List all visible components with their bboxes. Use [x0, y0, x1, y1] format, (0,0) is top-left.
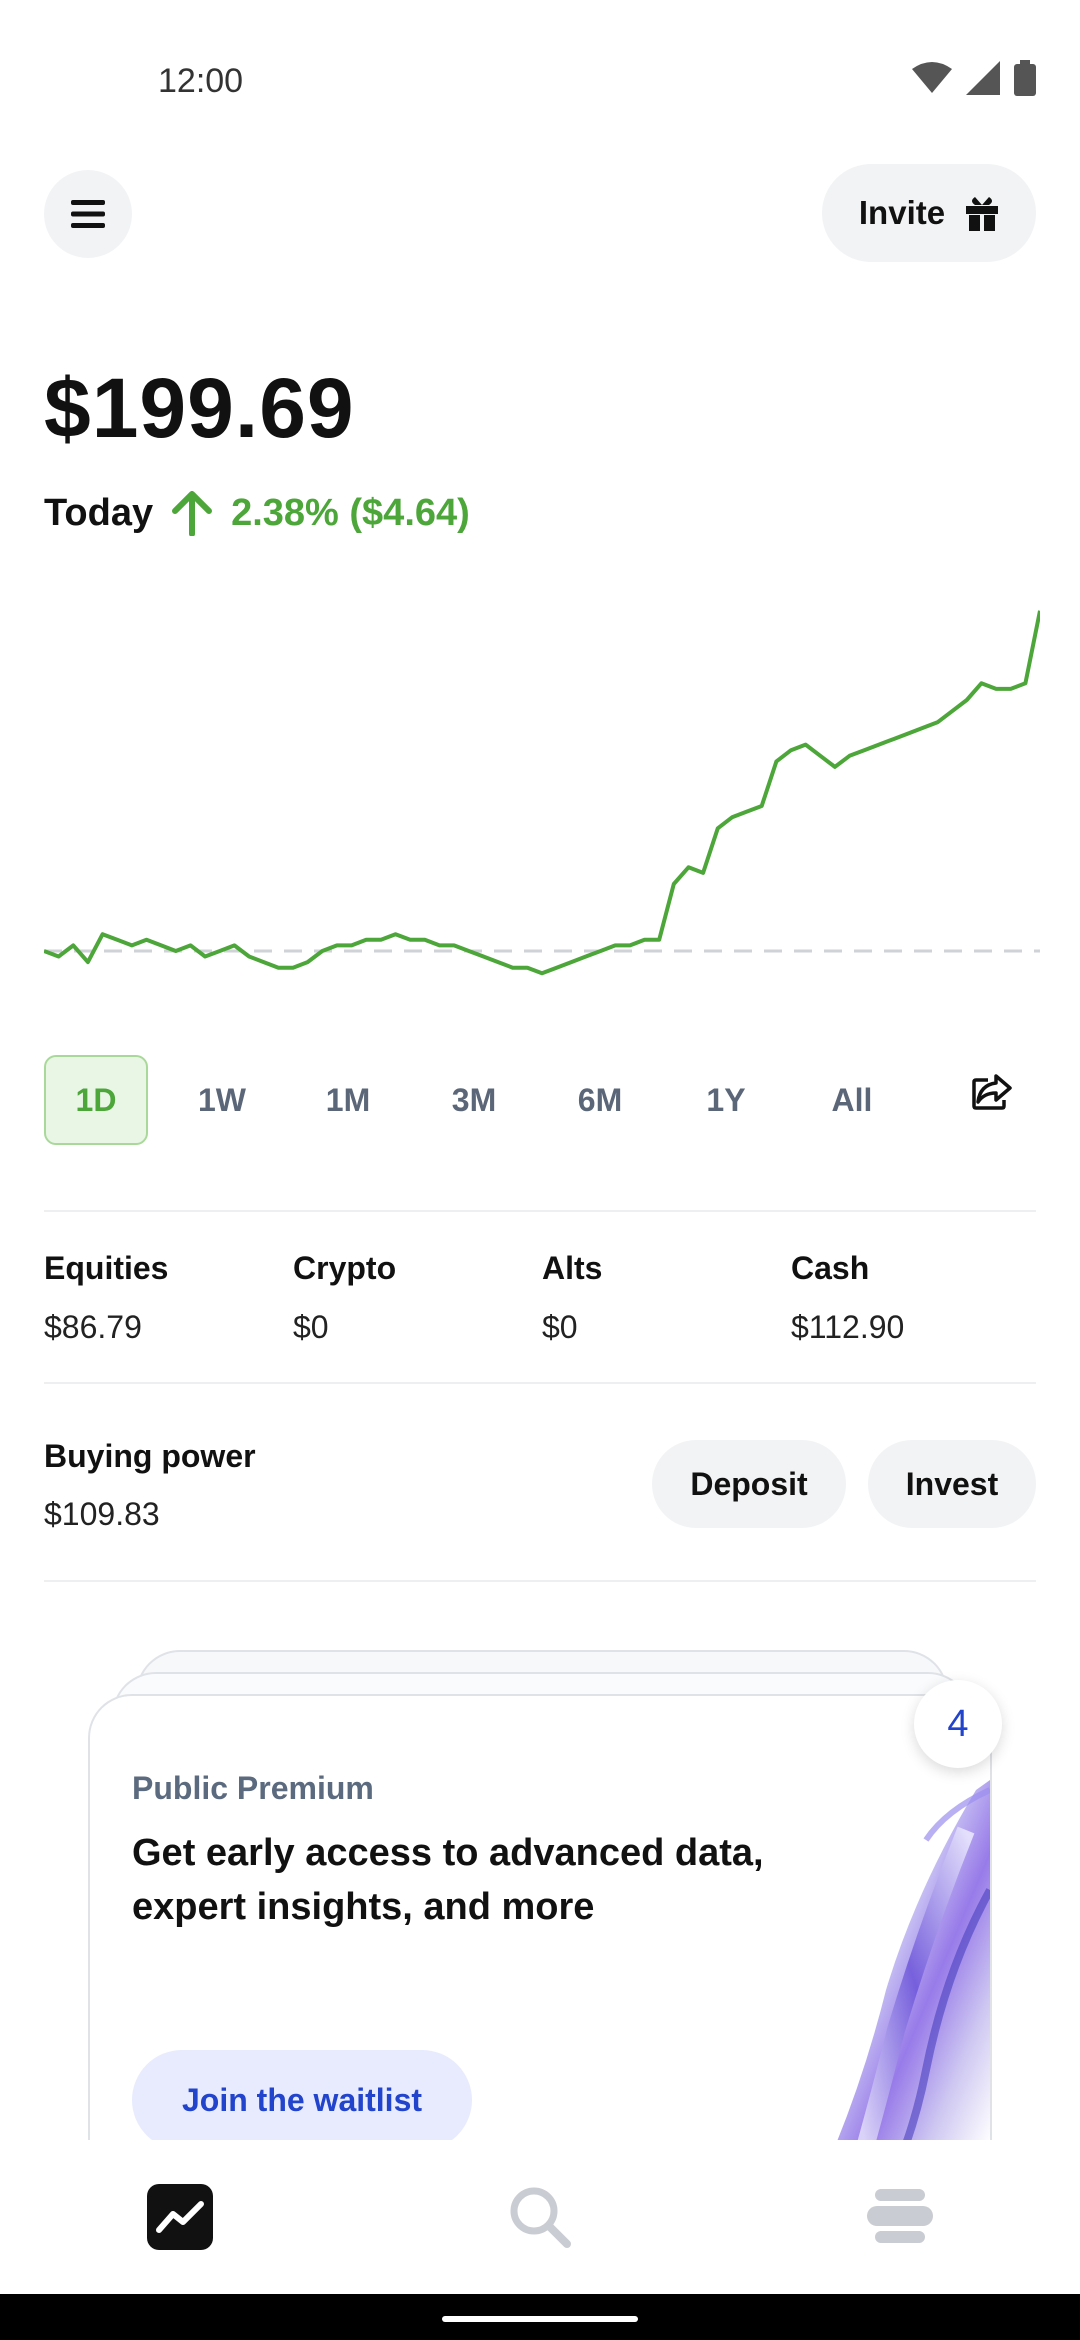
join-waitlist-button[interactable]: Join the waitlist — [132, 2050, 472, 2150]
allocation-crypto[interactable]: Crypto $0 — [293, 1250, 542, 1346]
nav-stack[interactable] — [840, 2157, 960, 2277]
range-1m[interactable]: 1M — [325, 1081, 371, 1118]
range-6m[interactable]: 6M — [577, 1081, 623, 1118]
allocation-value: $0 — [542, 1309, 578, 1345]
invite-button[interactable]: Invite — [822, 164, 1036, 262]
allocation-value: $0 — [293, 1309, 329, 1345]
share-icon — [972, 1074, 1012, 1110]
today-change-value: 2.38% ($4.64) — [231, 491, 470, 534]
portfolio-chart-icon — [147, 2184, 213, 2250]
gift-icon — [966, 197, 999, 231]
status-icons — [912, 60, 1036, 96]
portfolio-chart[interactable] — [44, 590, 1040, 1010]
invest-button[interactable]: Invest — [868, 1440, 1036, 1528]
range-3m[interactable]: 3M — [451, 1081, 497, 1118]
share-button[interactable] — [972, 1074, 1012, 1115]
allocation-label: Equities — [44, 1250, 169, 1286]
divider — [44, 1580, 1036, 1582]
menu-button[interactable] — [44, 170, 132, 258]
glass-art-image — [826, 1770, 990, 2144]
wifi-icon — [912, 62, 952, 93]
allocation-label: Alts — [542, 1250, 603, 1286]
bottom-nav — [0, 2140, 1080, 2294]
buying-power-value: $109.83 — [44, 1496, 160, 1532]
signal-icon — [966, 61, 1000, 95]
range-selector: 1D 1W 1M 3M 6M 1Y All — [44, 1054, 1040, 1146]
range-1y[interactable]: 1Y — [706, 1081, 746, 1118]
portfolio-balance: $199.69 — [44, 361, 355, 455]
nav-portfolio[interactable] — [120, 2157, 240, 2277]
nav-search[interactable] — [480, 2157, 600, 2277]
allocation-label: Cash — [791, 1250, 870, 1286]
hamburger-icon — [71, 200, 105, 228]
range-1w[interactable]: 1W — [198, 1081, 246, 1118]
today-label: Today — [44, 491, 154, 534]
battery-icon — [1014, 60, 1036, 96]
chart-line — [44, 610, 1040, 976]
promo-title: Get early access to advanced data, exper… — [132, 1832, 764, 1928]
today-change-row: Today 2.38% ($4.64) — [44, 490, 470, 536]
allocation-equities[interactable]: Equities $86.79 — [44, 1250, 293, 1346]
invite-label: Invite — [858, 194, 946, 231]
allocation-alts[interactable]: Alts $0 — [542, 1250, 791, 1346]
buying-power-label: Buying power — [44, 1438, 256, 1474]
gesture-handle[interactable] — [442, 2316, 638, 2322]
range-all[interactable]: All — [831, 1081, 873, 1118]
card-count-badge[interactable]: 4 — [914, 1680, 1002, 1768]
allocation-value: $112.90 — [791, 1309, 905, 1345]
stack-icon — [867, 2189, 933, 2243]
search-icon — [510, 2187, 571, 2248]
deposit-button[interactable]: Deposit — [652, 1440, 846, 1528]
arrow-up-icon — [172, 491, 213, 536]
status-time: 12:00 — [158, 62, 244, 100]
allocation-row: Equities $86.79 Crypto $0 Alts $0 Cash $112.90 — [44, 1250, 1040, 1346]
allocation-value: $86.79 — [44, 1309, 142, 1345]
divider — [44, 1210, 1036, 1212]
promo-subtitle: Public Premium — [132, 1770, 374, 1806]
divider — [44, 1382, 1036, 1384]
allocation-cash[interactable]: Cash $112.90 — [791, 1250, 1040, 1346]
allocation-label: Crypto — [293, 1250, 397, 1286]
range-1d[interactable]: 1D — [44, 1055, 148, 1145]
